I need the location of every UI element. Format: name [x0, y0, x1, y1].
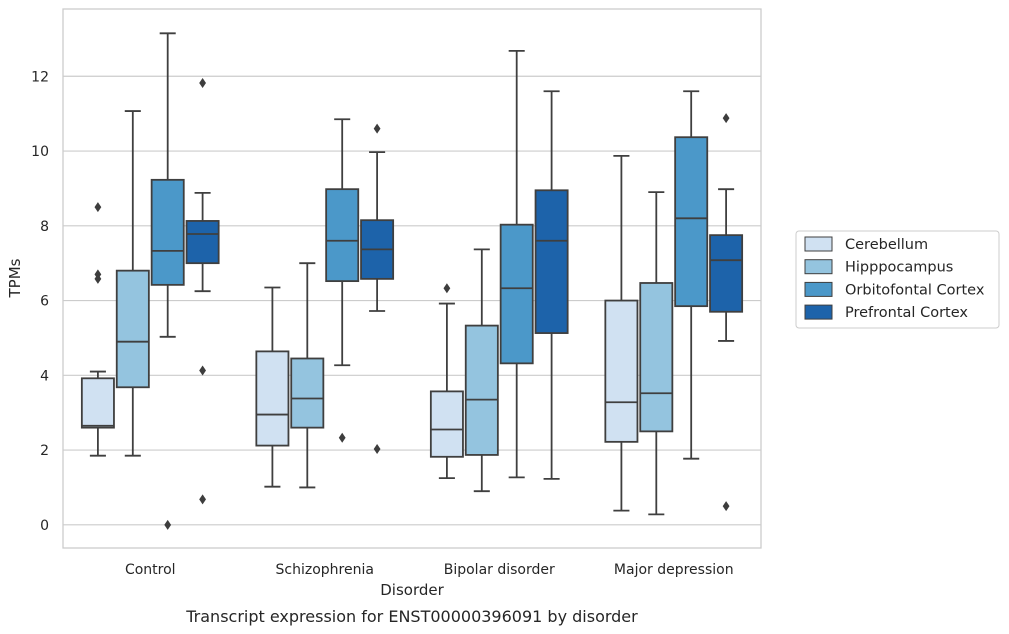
outlier-point [199, 494, 206, 505]
y-axis-label: TPMs [6, 258, 24, 298]
y-tick-label: 2 [40, 443, 49, 459]
box-hipppocampus [639, 191, 674, 516]
y-tick-label: 6 [40, 294, 49, 310]
box-iqr [290, 357, 325, 429]
box-iqr [325, 188, 360, 283]
legend-swatch [804, 259, 833, 275]
box-hipppocampus [290, 262, 325, 489]
box-iqr [80, 377, 115, 429]
box-cerebellum [80, 202, 115, 457]
box-prefrontal-cortex [709, 113, 744, 512]
box-iqr [709, 234, 744, 313]
box-iqr [534, 189, 569, 334]
box-hipppocampus [464, 248, 499, 493]
outlier-point [94, 202, 102, 213]
box-prefrontal-cortex [534, 90, 569, 480]
box-orbitofontal-cortex [674, 90, 709, 460]
x-axis-label: Disorder [380, 581, 444, 599]
grid-lines [63, 75, 761, 526]
x-tick-label: Major depression [614, 562, 734, 578]
legend-label: Hipppocampus [845, 260, 953, 276]
box-iqr [429, 390, 464, 458]
outlier-point [199, 78, 206, 89]
outlier-point [373, 123, 381, 134]
box-iqr [464, 324, 499, 456]
outlier-point [722, 501, 730, 512]
legend-frame [795, 230, 1000, 329]
y-tick-labels: 0 2 4 6 8 10 12 [31, 69, 49, 534]
boxes [80, 32, 744, 530]
box-iqr [115, 269, 150, 389]
legend-swatch [804, 236, 833, 252]
x-tick-labels: Control Schizophrenia Bipolar disorder Majo… [125, 562, 734, 578]
outlier-point [722, 113, 730, 124]
box-iqr [255, 350, 290, 447]
box-iqr [185, 220, 220, 265]
plot-frame [62, 8, 762, 549]
box-orbitofontal-cortex [150, 32, 185, 530]
box-prefrontal-cortex [185, 78, 220, 505]
legend-label: Orbitofontal Cortex [845, 282, 985, 298]
box-iqr [639, 282, 674, 433]
box-orbitofontal-cortex [325, 118, 360, 443]
y-tick-label: 4 [40, 368, 49, 384]
box-prefrontal-cortex [360, 123, 395, 454]
box-hipppocampus [115, 110, 150, 457]
x-tick-label: Schizophrenia [276, 562, 374, 578]
outlier-point [338, 432, 346, 443]
y-tick-label: 8 [40, 219, 49, 235]
y-tick-label: 10 [31, 144, 49, 160]
box-iqr [150, 178, 185, 286]
box-orbitofontal-cortex [499, 49, 534, 479]
figure-caption: Transcript expression for ENST0000039609… [185, 607, 638, 626]
y-tick-label: 0 [40, 518, 49, 534]
legend-swatch [804, 304, 833, 320]
legend-label: Prefrontal Cortex [845, 305, 968, 321]
outlier-point [199, 365, 206, 376]
outlier-point [373, 443, 381, 454]
x-tick-label: Control [125, 562, 176, 578]
y-tick-label: 12 [31, 69, 49, 85]
box-iqr [499, 223, 534, 365]
box-cerebellum [255, 286, 290, 488]
legend-swatch [804, 281, 833, 297]
box-cerebellum [604, 154, 639, 512]
box-cerebellum [429, 283, 464, 480]
x-tick-label: Bipolar disorder [444, 562, 555, 578]
box-iqr [674, 136, 709, 308]
box-iqr [604, 299, 639, 443]
legend-label: Cerebellum [845, 237, 928, 253]
outlier-point [164, 519, 172, 530]
outlier-point [443, 283, 451, 294]
outlier-point [94, 273, 102, 284]
legend: Cerebellum Hipppocampus Orbitofontal Corte… [795, 230, 1000, 329]
